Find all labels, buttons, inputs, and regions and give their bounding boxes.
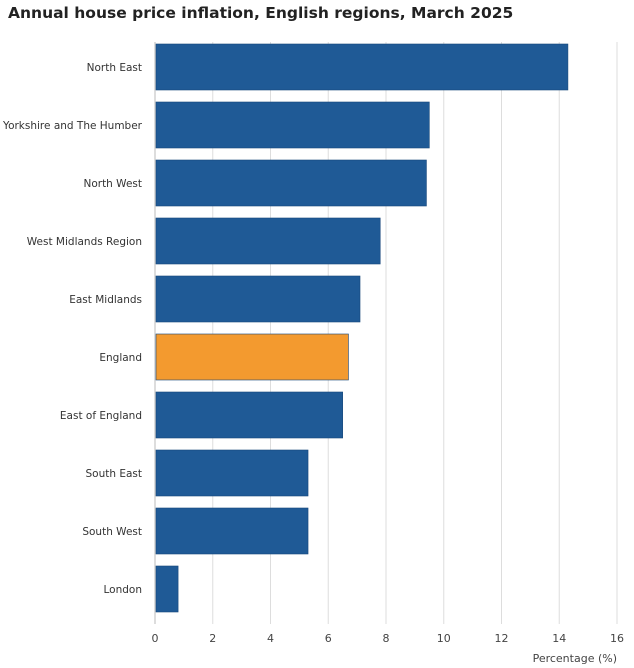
bar-south-west	[155, 507, 309, 555]
x-tick-label: 10	[437, 632, 451, 645]
bar-london	[155, 565, 179, 613]
x-tick-label: 4	[267, 632, 274, 645]
category-label: East of England	[60, 410, 142, 422]
category-label: West Midlands Region	[27, 236, 142, 248]
category-label: North East	[87, 62, 142, 74]
category-label: Yorkshire and The Humber	[2, 120, 143, 132]
x-axis-ticks: 0 2 4 6 8 10 12 14 16	[152, 632, 625, 645]
category-label: South East	[85, 468, 142, 480]
bar-west-midlands-region	[155, 217, 381, 265]
bar-east-midlands	[155, 275, 361, 323]
bars	[155, 43, 569, 613]
bar-yorkshire-and-the-humber	[155, 101, 430, 149]
bar-england	[155, 333, 349, 381]
category-label: London	[104, 584, 143, 596]
x-tick-label: 14	[552, 632, 566, 645]
category-label: South West	[82, 526, 142, 538]
gridlines	[212, 42, 618, 624]
bar-east-of-england	[155, 391, 343, 439]
bar-south-east	[155, 449, 309, 497]
category-label: North West	[83, 178, 142, 190]
category-label: East Midlands	[69, 294, 142, 306]
category-labels: North East Yorkshire and The Humber North …	[2, 62, 143, 596]
bar-north-east	[155, 43, 569, 91]
x-tick-label: 2	[209, 632, 216, 645]
chart-title: Annual house price inflation, English re…	[8, 4, 514, 22]
x-tick-label: 12	[495, 632, 509, 645]
category-label: England	[99, 352, 142, 364]
x-axis-title: Percentage (%)	[533, 652, 617, 665]
x-tick-label: 16	[610, 632, 624, 645]
x-tick-label: 0	[152, 632, 159, 645]
bar-north-west	[155, 159, 427, 207]
x-tick-label: 8	[383, 632, 390, 645]
x-tick-label: 6	[325, 632, 332, 645]
